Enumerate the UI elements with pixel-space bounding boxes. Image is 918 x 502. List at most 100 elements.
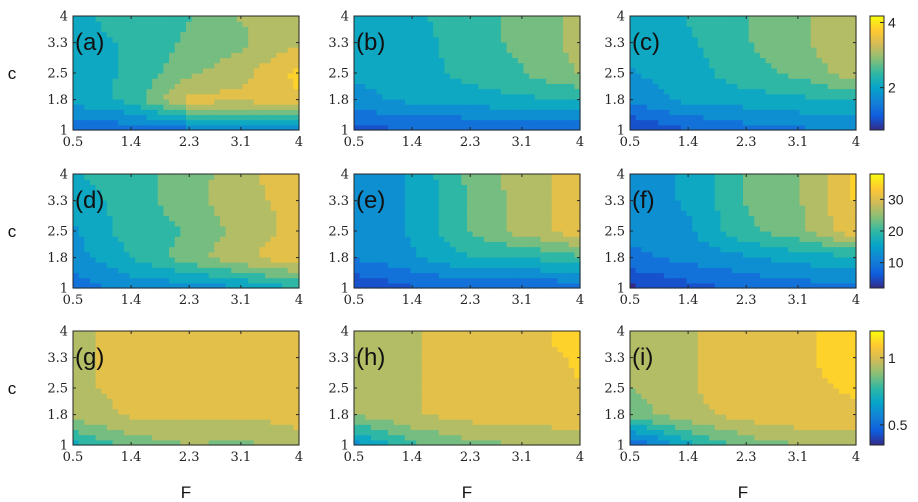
contour-cell bbox=[186, 246, 193, 253]
contour-cell bbox=[152, 16, 159, 22]
contour-cell bbox=[276, 282, 283, 289]
contour-cell bbox=[248, 272, 255, 279]
contour-cell bbox=[630, 31, 637, 38]
contour-cell bbox=[568, 220, 575, 227]
contour-cell bbox=[726, 251, 733, 258]
contour-cell bbox=[630, 184, 637, 191]
contour-cell bbox=[444, 184, 451, 191]
contour-cell bbox=[776, 124, 784, 131]
contour-cell bbox=[737, 241, 744, 248]
contour-cell bbox=[641, 88, 648, 95]
contour-cell bbox=[816, 73, 823, 79]
contour-cell bbox=[376, 231, 383, 237]
contour-cell bbox=[152, 251, 159, 258]
contour-cell bbox=[720, 47, 727, 53]
contour-cell bbox=[410, 26, 417, 33]
contour-cell bbox=[106, 205, 114, 211]
contour-cell bbox=[416, 225, 423, 232]
contour-cell bbox=[776, 83, 784, 90]
contour-cell bbox=[282, 57, 289, 64]
contour-cell bbox=[523, 83, 530, 90]
contour-cell bbox=[259, 78, 266, 84]
contour-cell bbox=[754, 36, 761, 43]
contour-cell bbox=[365, 119, 372, 126]
contour-cell bbox=[546, 256, 553, 263]
contour-cell bbox=[370, 189, 378, 196]
contour-cell bbox=[129, 36, 136, 43]
contour-cell bbox=[101, 109, 108, 116]
contour-cell bbox=[680, 220, 688, 227]
contour-cell bbox=[455, 83, 462, 90]
contour-cell bbox=[186, 41, 193, 48]
contour-cell bbox=[546, 246, 553, 253]
contour-cell bbox=[557, 47, 564, 53]
contour-cell bbox=[495, 174, 502, 180]
contour-cell bbox=[78, 31, 85, 38]
contour-cell bbox=[438, 179, 445, 185]
contour-cell bbox=[118, 114, 125, 121]
contour-cell bbox=[506, 62, 513, 69]
contour-cell bbox=[833, 52, 840, 59]
contour-cell bbox=[359, 225, 366, 232]
contour-cell bbox=[202, 256, 210, 263]
contour-cell bbox=[123, 124, 131, 131]
contour-cell bbox=[253, 16, 261, 22]
contour-cell bbox=[84, 184, 91, 191]
contour-cell bbox=[354, 241, 361, 248]
contour-cell bbox=[410, 267, 417, 274]
contour-cell bbox=[89, 21, 97, 27]
contour-cell bbox=[253, 36, 261, 43]
contour-cell bbox=[523, 262, 530, 268]
contour-cell bbox=[782, 21, 789, 27]
contour-cell bbox=[680, 277, 688, 284]
contour-cell bbox=[427, 210, 434, 217]
contour-cell bbox=[782, 36, 789, 43]
contour-cell bbox=[483, 31, 491, 38]
contour-cell bbox=[293, 21, 300, 27]
contour-cell bbox=[276, 220, 283, 227]
contour-cell bbox=[714, 124, 721, 131]
contour-cell bbox=[410, 83, 417, 90]
contour-cell bbox=[382, 78, 389, 84]
contour-cell bbox=[495, 272, 502, 279]
contour-cell bbox=[197, 114, 204, 121]
contour-cell bbox=[743, 36, 750, 43]
contour-cell bbox=[839, 67, 846, 74]
contour-cell bbox=[152, 114, 159, 121]
contour-cell bbox=[478, 205, 485, 211]
contour-cell bbox=[816, 88, 823, 95]
contour-cell bbox=[444, 16, 451, 22]
contour-cell bbox=[563, 78, 570, 84]
contour-cell bbox=[236, 241, 244, 248]
contour-cell bbox=[146, 78, 153, 84]
contour-cell bbox=[95, 246, 102, 253]
contour-cell bbox=[506, 36, 513, 43]
contour-cell bbox=[500, 256, 508, 263]
contour-cell bbox=[646, 78, 654, 84]
contour-cell bbox=[95, 67, 102, 74]
contour-cell bbox=[743, 93, 750, 100]
contour-cell bbox=[73, 189, 80, 196]
contour-cell bbox=[354, 262, 361, 268]
contour-cell bbox=[646, 179, 654, 185]
contour-cell bbox=[370, 277, 378, 284]
contour-cell bbox=[140, 241, 148, 248]
contour-cell bbox=[101, 251, 108, 258]
contour-cell bbox=[225, 236, 232, 242]
contour-cell bbox=[197, 174, 204, 180]
contour-cell bbox=[376, 256, 383, 263]
contour-cell bbox=[135, 104, 142, 110]
contour-cell bbox=[253, 184, 261, 191]
contour-cell bbox=[157, 62, 164, 69]
contour-cell bbox=[365, 246, 372, 253]
contour-cell bbox=[557, 241, 564, 248]
contour-cell bbox=[73, 246, 80, 253]
contour-cell bbox=[265, 62, 272, 69]
contour-cell bbox=[782, 73, 789, 79]
contour-cell bbox=[534, 225, 542, 232]
contour-cell bbox=[720, 114, 727, 121]
contour-cell bbox=[551, 210, 558, 217]
contour-cell bbox=[163, 189, 170, 196]
contour-cell bbox=[652, 26, 659, 33]
contour-cell bbox=[799, 47, 806, 53]
